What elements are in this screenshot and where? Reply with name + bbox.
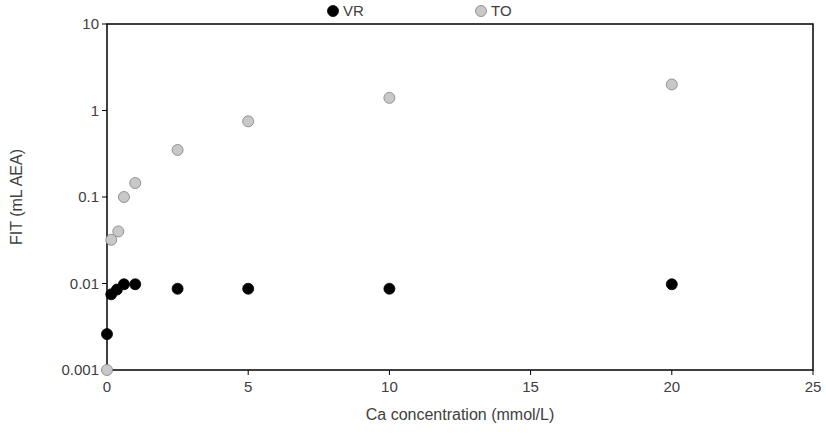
plot-frame	[107, 24, 813, 370]
point	[102, 329, 113, 340]
legend-marker	[476, 6, 487, 17]
point	[384, 92, 395, 103]
point	[113, 226, 124, 237]
y-tick-label: 10	[82, 15, 99, 32]
x-axis-label: Ca concentration (mmol/L)	[366, 406, 555, 423]
chart: 0 5 10 15 20 25 0.001 0.01 0.1 1 10 Ca concentratio…	[0, 0, 826, 436]
x-tick-label: 10	[381, 378, 398, 395]
points	[102, 79, 678, 376]
point	[384, 283, 395, 294]
legend-label: TO	[491, 2, 512, 19]
x-tick-label: 0	[103, 378, 111, 395]
point	[118, 192, 129, 203]
x-tick	[671, 370, 672, 375]
point	[172, 144, 183, 155]
x-tick-label: 25	[805, 378, 822, 395]
legend-marker	[328, 6, 339, 17]
x-tick	[389, 370, 390, 375]
x-tick	[813, 370, 814, 375]
y-tick-label: 0.1	[78, 188, 99, 205]
x-tick	[248, 370, 249, 375]
point	[243, 283, 254, 294]
x-tick	[530, 370, 531, 375]
point	[130, 178, 141, 189]
point	[102, 365, 113, 376]
point	[130, 279, 141, 290]
point	[666, 79, 677, 90]
point	[118, 279, 129, 290]
y-tick-label: 0.01	[70, 275, 99, 292]
y-tick-label: 0.001	[61, 361, 99, 378]
legend-label: VR	[343, 2, 364, 19]
point	[243, 116, 254, 127]
x-tick-label: 20	[663, 378, 680, 395]
x-tick-label: 5	[244, 378, 252, 395]
y-axis-label: FIT (mL AEA)	[8, 149, 25, 245]
y-tick-label: 1	[91, 102, 99, 119]
y-tick	[102, 110, 107, 111]
x-tick-label: 15	[522, 378, 539, 395]
point	[172, 283, 183, 294]
point	[666, 279, 677, 290]
y-tick	[102, 197, 107, 198]
y-tick	[102, 283, 107, 284]
y-tick	[102, 24, 107, 25]
